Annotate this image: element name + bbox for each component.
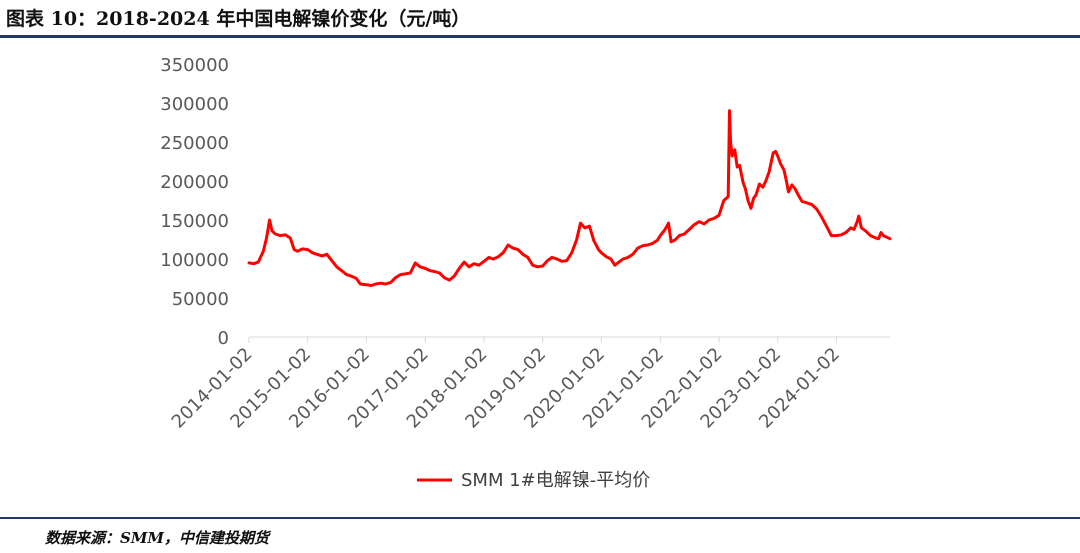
source-note: 数据来源：SMM，中信建投期货 bbox=[45, 529, 270, 547]
source-rule bbox=[0, 517, 1080, 519]
title-rule bbox=[0, 35, 1080, 38]
y-axis: 0 50000 100000 150000 200000 250000 300000 3500… bbox=[160, 55, 229, 349]
y-tick-label: 100000 bbox=[160, 250, 229, 271]
y-tick-label: 200000 bbox=[160, 172, 229, 193]
y-tick-label: 150000 bbox=[160, 211, 229, 232]
y-tick-label: 0 bbox=[218, 328, 229, 349]
figure-title: 图表 10：2018-2024 年中国电解镍价变化（元/吨） bbox=[6, 8, 471, 30]
y-tick-label: 50000 bbox=[172, 289, 229, 310]
y-tick-label: 250000 bbox=[160, 133, 229, 154]
x-axis: 2014-01-022015-01-022016-01-022017-01-02… bbox=[168, 336, 890, 433]
y-tick-label: 300000 bbox=[160, 94, 229, 115]
nickel-price-chart: 0 50000 100000 150000 200000 250000 300000 3500… bbox=[160, 55, 892, 491]
y-tick-label: 350000 bbox=[160, 55, 229, 76]
legend: SMM 1#电解镍-平均价 bbox=[417, 470, 650, 491]
series-line bbox=[247, 109, 892, 287]
series-layer bbox=[247, 109, 892, 287]
legend-label: SMM 1#电解镍-平均价 bbox=[461, 470, 650, 491]
